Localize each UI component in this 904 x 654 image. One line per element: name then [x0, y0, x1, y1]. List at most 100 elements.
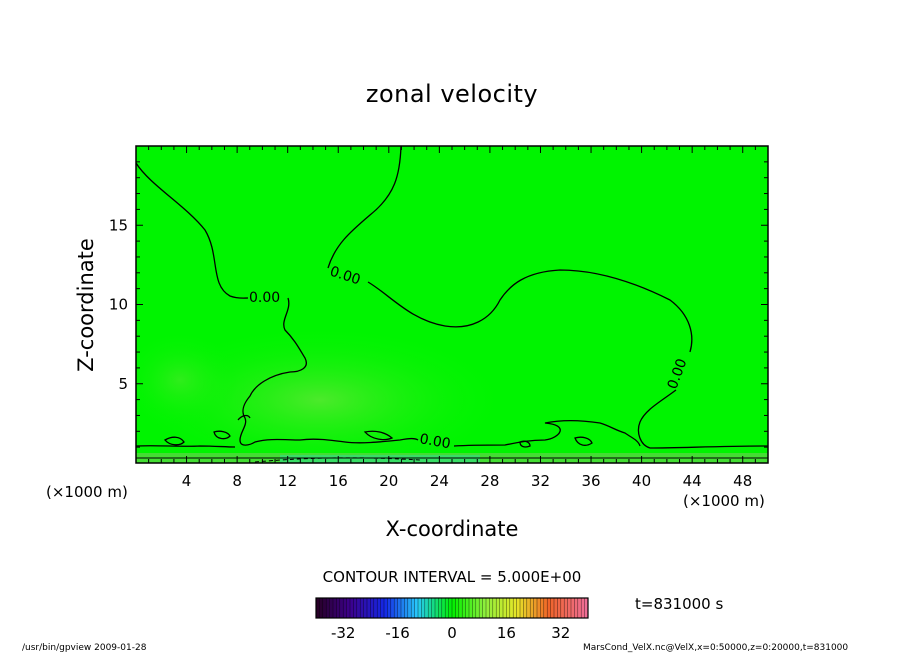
colorbar-cell [343, 598, 347, 618]
colorbar-cell [448, 598, 453, 618]
colorbar-cell [356, 598, 361, 618]
colorbar-cell [397, 598, 402, 618]
contour-line [164, 436, 185, 446]
colorbar-cell [380, 598, 385, 618]
colorbar-cell [404, 598, 409, 618]
x-tick-label: 36 [581, 472, 600, 490]
colorbar-frame [315, 597, 589, 619]
colorbar-cell [540, 598, 545, 618]
x-tick-label: 16 [329, 472, 348, 490]
colorbar-cell [482, 598, 487, 618]
time-label: t=831000 s [635, 595, 723, 613]
y-axis-title: Z-coordinate [74, 238, 98, 372]
colorbar-cell [428, 598, 432, 618]
colorbar-cell [557, 598, 562, 618]
colorbar-cell [554, 598, 558, 618]
contour-label: 0.00 [249, 290, 280, 306]
colorbar-cell [513, 598, 517, 618]
colorbar-tick-label: 0 [447, 624, 457, 642]
x-tick-label: 32 [531, 472, 550, 490]
colorbar-cell [509, 598, 514, 618]
contour-line [363, 430, 394, 441]
colorbar-cell [465, 598, 470, 618]
colorbar-cell [418, 598, 422, 618]
colorbar-cell [384, 598, 388, 618]
x-unit-label-left: (×1000 m) [46, 483, 128, 501]
y-tick-label: 5 [118, 375, 128, 393]
colorbar-cell [322, 598, 327, 618]
colorbar-cell [577, 598, 582, 618]
colorbar-tick-label: -32 [331, 624, 356, 642]
colorbar-cell [537, 598, 541, 618]
colorbar-cell [438, 598, 443, 618]
colorbar-cell [363, 598, 368, 618]
colorbar-cell [516, 598, 521, 618]
contour-line [519, 440, 531, 448]
contour-line [213, 430, 231, 440]
contour-line [637, 389, 768, 449]
colorbar-cell [350, 598, 354, 618]
colorbar-cell [550, 598, 555, 618]
x-tick-label: 4 [182, 472, 192, 490]
y-tick-label: 15 [109, 216, 128, 234]
colorbar-cell [472, 598, 477, 618]
colorbar-cell [571, 598, 575, 618]
colorbar-tick-label: 16 [497, 624, 516, 642]
colorbar-cell [469, 598, 473, 618]
contour-interval-text: CONTOUR INTERVAL = 5.000E+00 [323, 568, 582, 586]
colorbar-cell [581, 598, 585, 618]
colorbar-cell [387, 598, 392, 618]
colorbar-cell [462, 598, 466, 618]
colorbar-cell [421, 598, 426, 618]
colorbar-cell [414, 598, 419, 618]
colorbar-cell [373, 598, 378, 618]
colorbar-cell [560, 598, 565, 618]
colorbar-cell [533, 598, 538, 618]
colorbar-cell [503, 598, 507, 618]
colorbar-cell [319, 598, 324, 618]
colorbar-cell [496, 598, 500, 618]
contour-line [237, 414, 251, 421]
contour-line [327, 146, 402, 269]
x-tick-label: 40 [632, 472, 651, 490]
x-tick-label: 8 [232, 472, 242, 490]
colorbar-cell [486, 598, 490, 618]
colorbar-cell [523, 598, 528, 618]
contour-line [239, 297, 419, 446]
colorbar-cell [489, 598, 494, 618]
colorbar-cell [452, 598, 456, 618]
colorbar-cell [411, 598, 415, 618]
colorbar-cell [424, 598, 429, 618]
x-tick-label: 28 [480, 472, 499, 490]
colorbar-cell [445, 598, 449, 618]
colorbar-cell [329, 598, 334, 618]
footer-right: MarsCond_VelX.nc@VelX,x=0:50000,z=0:2000… [583, 643, 848, 653]
field-shade [136, 330, 240, 430]
colorbar-cell [543, 598, 548, 618]
colorbar-cell [326, 598, 330, 618]
x-tick-label: 24 [430, 472, 449, 490]
colorbar-cell [458, 598, 463, 618]
x-axis: 4 8 12 16 20 24 28 32 36 40 44 48 [148, 146, 756, 490]
x-tick-label: 12 [278, 472, 297, 490]
contour-line [136, 162, 249, 299]
colorbar-cell [336, 598, 341, 618]
colorbar-cell [547, 598, 551, 618]
colorbar-cell [390, 598, 395, 618]
colorbar-cell [475, 598, 480, 618]
contour-line [453, 420, 641, 447]
colorbar-cell [431, 598, 436, 618]
contour-label: 0.00 [418, 431, 451, 452]
colorbar-tick-label: -16 [385, 624, 410, 642]
colorbar-cell [360, 598, 364, 618]
colorbar-cell [564, 598, 568, 618]
colorbar-cell [584, 598, 589, 618]
colorbar-cell [394, 598, 398, 618]
x-tick-label: 20 [379, 472, 398, 490]
colorbar-cell [526, 598, 531, 618]
colorbar-cell [492, 598, 497, 618]
colorbar-cell [377, 598, 381, 618]
colorbar-cell [567, 598, 572, 618]
plot-area [136, 146, 768, 463]
